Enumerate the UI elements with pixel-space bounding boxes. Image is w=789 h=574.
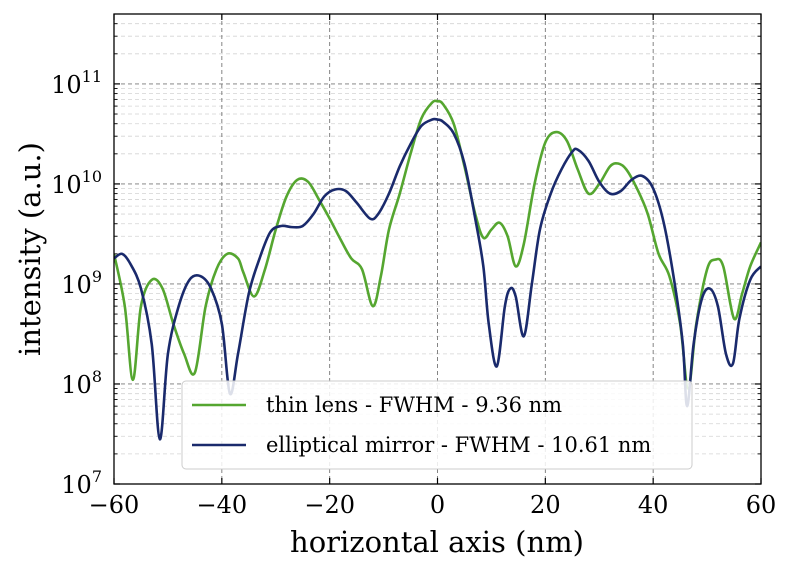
y-tick-label-exponent: 7 <box>92 467 102 486</box>
y-axis-title: intensity (a.u.) <box>13 142 47 356</box>
x-tick-label: 40 <box>638 491 669 519</box>
y-tick-label: 1010 <box>51 167 102 199</box>
y-tick-label-exponent: 8 <box>92 367 102 386</box>
y-tick-label-exponent: 10 <box>82 167 102 186</box>
x-tick-label: −40 <box>197 491 248 519</box>
y-tick-label: 107 <box>61 467 102 499</box>
y-tick-label: 1011 <box>51 67 102 99</box>
x-tick-label: −60 <box>89 491 140 519</box>
legend-label-0: thin lens - FWHM - 9.36 nm <box>266 393 562 417</box>
y-tick-label-base: 10 <box>61 471 92 499</box>
y-tick-label: 108 <box>61 367 102 399</box>
x-tick-label: 0 <box>430 491 445 519</box>
legend-box <box>181 380 693 470</box>
legend: thin lens - FWHM - 9.36 nm elliptical mir… <box>181 380 693 470</box>
x-tick-label: 60 <box>746 491 777 519</box>
legend-label-1: elliptical mirror - FWHM - 10.61 nm <box>266 433 651 457</box>
y-tick-label: 109 <box>61 267 102 299</box>
series-line-1 <box>114 117 761 441</box>
x-tick-label: −20 <box>304 491 355 519</box>
y-tick-label-exponent: 11 <box>82 67 102 86</box>
y-tick-label-base: 10 <box>61 271 92 299</box>
x-tick-label: 20 <box>530 491 561 519</box>
series-line-0 <box>114 99 761 390</box>
series-layer <box>114 99 761 441</box>
y-tick-label-base: 10 <box>51 171 82 199</box>
y-tick-label-exponent: 9 <box>92 267 102 286</box>
x-axis-title: horizontal axis (nm) <box>290 525 584 559</box>
y-tick-label-base: 10 <box>51 71 82 99</box>
y-tick-label-base: 10 <box>61 371 92 399</box>
